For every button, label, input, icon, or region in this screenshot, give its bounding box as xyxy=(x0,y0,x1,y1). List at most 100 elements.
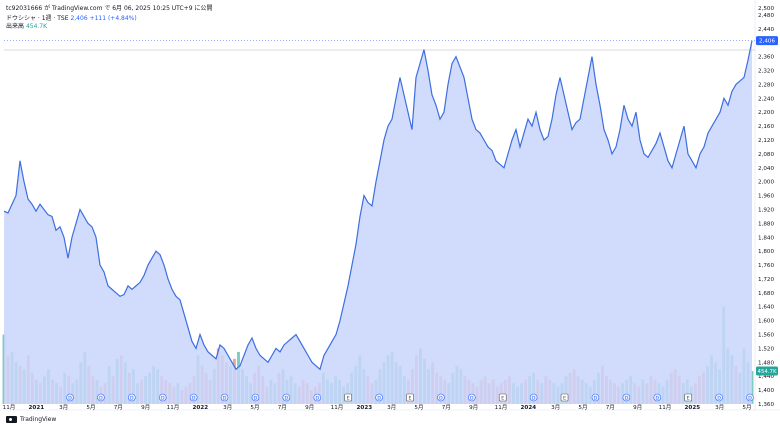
earnings-marker[interactable]: E xyxy=(560,393,569,402)
dividend-marker[interactable]: D xyxy=(746,393,754,402)
svg-text:D: D xyxy=(285,396,289,402)
symbol-legend: ドウシシャ · 1週 · TSE 2,406 +111 (+4.84%) xyxy=(6,13,137,22)
price-change: +111 (+4.84%) xyxy=(89,15,137,22)
dividend-marker[interactable]: D xyxy=(220,393,229,402)
svg-text:D: D xyxy=(625,396,629,402)
x-tick-label: 2021 xyxy=(29,405,45,411)
svg-text:D: D xyxy=(192,396,196,402)
dividend-marker[interactable]: D xyxy=(66,393,74,402)
volume-value: 454.7K xyxy=(25,23,48,30)
y-tick-label: 2,040 xyxy=(758,166,774,172)
earnings-marker[interactable]: E xyxy=(406,393,414,402)
price-axis-label: 2,406 xyxy=(756,36,778,46)
y-tick-label: 2,080 xyxy=(758,152,774,158)
x-tick-label: 7月 xyxy=(442,404,451,411)
svg-text:E: E xyxy=(687,396,690,402)
symbol-name: ドウシシャ · 1週 · TSE xyxy=(6,15,69,22)
dividend-marker[interactable]: D xyxy=(128,393,136,402)
dividend-marker[interactable]: D xyxy=(251,393,260,402)
y-tick-label: 1,360 xyxy=(758,402,774,408)
dividend-marker[interactable]: D xyxy=(97,393,105,402)
y-tick-label: 2,000 xyxy=(758,180,774,186)
svg-text:D: D xyxy=(532,396,536,402)
dividend-marker[interactable]: D xyxy=(158,393,167,402)
x-tick-label: 5月 xyxy=(250,404,259,411)
dividend-marker[interactable]: D xyxy=(529,393,538,402)
svg-text:D: D xyxy=(439,396,443,402)
dividend-marker[interactable]: D xyxy=(715,393,723,402)
y-tick-label: 1,800 xyxy=(758,249,774,255)
dividend-marker[interactable]: D xyxy=(189,393,198,402)
earnings-marker[interactable]: E xyxy=(684,393,692,402)
y-tick-label: 1,520 xyxy=(758,346,774,352)
volume-bar xyxy=(2,334,6,404)
x-tick-label: 11月 xyxy=(331,404,344,411)
x-tick-label: 7月 xyxy=(114,404,123,411)
svg-text:E: E xyxy=(501,396,504,402)
y-tick-label: 2,440 xyxy=(758,27,774,33)
tradingview-brand: TradingView xyxy=(20,416,57,423)
svg-text:D: D xyxy=(99,396,103,402)
price-line xyxy=(3,40,753,371)
x-tick-label: 9月 xyxy=(141,404,150,411)
dividend-marker[interactable]: D xyxy=(282,393,291,402)
attribution-text: tc92031666 が TradingView.com で 6月 06, 20… xyxy=(6,5,213,12)
volume-axis-label: 454.7K xyxy=(756,366,778,376)
tradingview-logo-icon xyxy=(6,416,17,423)
dividend-marker[interactable]: D xyxy=(468,393,476,402)
y-tick-label: 1,720 xyxy=(758,277,774,283)
x-tick-label: 5月 xyxy=(86,404,95,411)
x-tick-label: 11月 xyxy=(659,404,672,411)
svg-text:D: D xyxy=(68,396,72,402)
svg-text:D: D xyxy=(130,396,134,402)
svg-text:D: D xyxy=(223,396,227,402)
x-tick-label: 3月 xyxy=(551,404,560,411)
y-tick-label: 1,400 xyxy=(758,388,774,394)
svg-text:D: D xyxy=(470,396,474,402)
y-tick-label: 1,560 xyxy=(758,333,774,339)
y-tick-label: 1,640 xyxy=(758,305,774,311)
y-tick-label: 2,480 xyxy=(758,13,774,19)
dividend-marker[interactable]: D xyxy=(437,393,445,402)
y-tick-label: 1,840 xyxy=(758,235,774,241)
dividend-marker[interactable]: D xyxy=(375,393,383,402)
y-tick-label: 2,240 xyxy=(758,96,774,102)
y-tick-label: 1,760 xyxy=(758,263,774,269)
earnings-marker[interactable]: E xyxy=(498,393,507,402)
svg-text:E: E xyxy=(563,396,566,402)
svg-text:E: E xyxy=(409,396,412,402)
dividend-marker[interactable]: D xyxy=(591,393,600,402)
x-tick-label: 5月 xyxy=(578,404,587,411)
svg-text:D: D xyxy=(315,396,319,402)
svg-text:D: D xyxy=(717,396,721,402)
x-tick-label: 3月 xyxy=(223,404,232,411)
earnings-marker[interactable]: E xyxy=(344,393,352,402)
y-tick-label: 1,680 xyxy=(758,291,774,297)
price-area xyxy=(4,40,752,405)
y-tick-label: 1,880 xyxy=(758,221,774,227)
x-tick-label: 9月 xyxy=(469,404,478,411)
svg-text:D: D xyxy=(655,396,659,402)
svg-text:D: D xyxy=(254,396,258,402)
y-tick-label: 1,600 xyxy=(758,319,774,325)
x-tick-label: 7月 xyxy=(278,404,287,411)
svg-text:D: D xyxy=(594,396,598,402)
x-tick-label: 11月 xyxy=(495,404,508,411)
svg-text:454.7K: 454.7K xyxy=(758,369,777,375)
x-tick-label: 9月 xyxy=(633,404,642,411)
x-tick-label: 5月 xyxy=(414,404,423,411)
dividend-marker[interactable]: D xyxy=(313,393,322,402)
svg-text:E: E xyxy=(347,396,350,402)
dividend-marker[interactable]: D xyxy=(653,393,662,402)
x-tick-label: 2025 xyxy=(685,405,701,411)
y-tick-label: 2,200 xyxy=(758,110,774,116)
volume-label: 出来高 xyxy=(6,23,25,30)
x-tick-label: 2023 xyxy=(357,405,373,411)
svg-text:2,406: 2,406 xyxy=(759,39,775,45)
x-tick-label: 3月 xyxy=(387,404,396,411)
dividend-marker[interactable]: D xyxy=(622,393,631,402)
x-tick-label: 2022 xyxy=(193,405,209,411)
svg-text:D: D xyxy=(377,396,381,402)
